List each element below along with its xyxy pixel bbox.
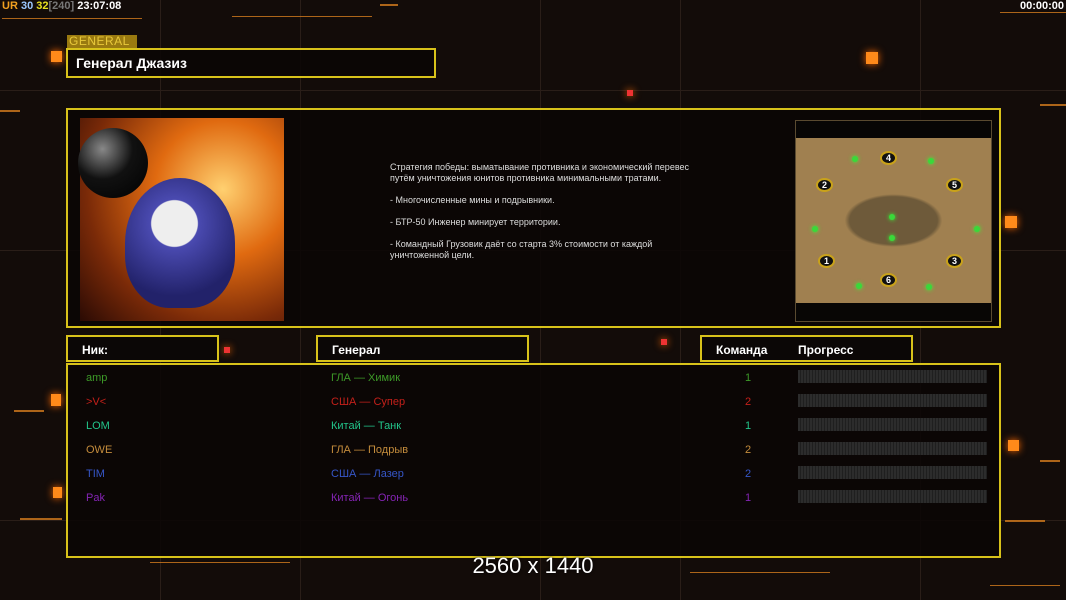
player-row[interactable]: Pak Китай — Огонь 1	[68, 488, 999, 512]
start-position-2: 2	[816, 178, 833, 192]
general-description: Стратегия победы: выматывание противника…	[390, 162, 710, 261]
player-team: 1	[745, 492, 752, 504]
player-nick: OWE	[86, 444, 113, 456]
hud-value-2: 32	[36, 0, 49, 12]
column-header-nick[interactable]: Ник:	[66, 335, 219, 362]
player-general: ГЛА — Химик	[331, 372, 401, 384]
hud-value-3: [240]	[48, 0, 75, 12]
player-nick: LOM	[86, 420, 110, 432]
player-progress-bar	[798, 370, 987, 383]
player-progress-bar	[798, 394, 987, 407]
player-progress-bar	[798, 442, 987, 455]
description-item: - Многочисленные мины и подрывники.	[390, 195, 555, 205]
hud-ur: UR	[2, 0, 18, 12]
player-nick: TIM	[86, 468, 105, 480]
player-general: Китай — Огонь	[331, 492, 409, 504]
player-progress-bar	[798, 418, 987, 431]
player-row[interactable]: LOM Китай — Танк 1	[68, 416, 999, 440]
player-general: ГЛА — Подрыв	[331, 444, 409, 456]
player-team: 2	[745, 396, 752, 408]
bomb-icon	[78, 128, 148, 198]
player-team: 1	[745, 420, 752, 432]
general-portrait	[78, 118, 284, 321]
column-header-team-progress: Команда Прогресс	[700, 335, 913, 362]
player-progress-bar	[798, 490, 987, 503]
game-timer: 00:00:00	[1019, 0, 1064, 12]
player-general: США — Супер	[331, 396, 406, 408]
start-position-4: 4	[880, 151, 897, 165]
description-item: - Командный Грузовик даёт со старта 3% с…	[390, 239, 653, 260]
player-row[interactable]: OWE ГЛА — Подрыв 2	[68, 440, 999, 464]
map-preview: 4 2 5 1 3 6	[795, 120, 992, 322]
bomberman-figure	[125, 178, 235, 308]
player-nick: Pak	[86, 492, 105, 504]
player-team: 2	[745, 468, 752, 480]
hud-clock: 23:07:08	[77, 0, 122, 12]
player-team: 1	[745, 372, 752, 384]
hud-value-1: 30	[20, 0, 34, 12]
player-general: Китай — Танк	[331, 420, 402, 432]
player-nick: >V<	[86, 396, 107, 408]
start-position-5: 5	[946, 178, 963, 192]
general-info-panel: Стратегия победы: выматывание противника…	[66, 108, 1001, 328]
start-position-6: 6	[880, 273, 897, 287]
players-table: amp ГЛА — Химик 1 >V< США — Супер 2 LOM …	[66, 363, 1001, 558]
description-item: - БТР-50 Инженер минирует территории.	[390, 217, 561, 227]
general-tab-label: GENERAL	[67, 35, 137, 48]
general-title-box: Генерал Джазиз	[66, 48, 436, 78]
player-general: США — Лазер	[331, 468, 404, 480]
hud-stats: UR 30 32[240] 23:07:08	[2, 0, 121, 12]
column-header-team[interactable]: Команда	[716, 343, 768, 357]
general-title: Генерал Джазиз	[76, 55, 187, 71]
start-position-3: 3	[946, 254, 963, 268]
column-header-progress[interactable]: Прогресс	[798, 343, 854, 357]
player-nick: amp	[86, 372, 108, 384]
player-progress-bar	[798, 466, 987, 479]
player-row[interactable]: >V< США — Супер 2	[68, 392, 999, 416]
player-row[interactable]: TIM США — Лазер 2	[68, 464, 999, 488]
column-header-general[interactable]: Генерал	[316, 335, 529, 362]
resolution-label: 2560 x 1440	[472, 553, 594, 578]
player-team: 2	[745, 444, 752, 456]
player-row[interactable]: amp ГЛА — Химик 1	[68, 368, 999, 392]
description-strategy: Стратегия победы: выматывание противника…	[390, 162, 690, 183]
start-position-1: 1	[818, 254, 835, 268]
map-terrain: 4 2 5 1 3 6	[796, 138, 991, 303]
